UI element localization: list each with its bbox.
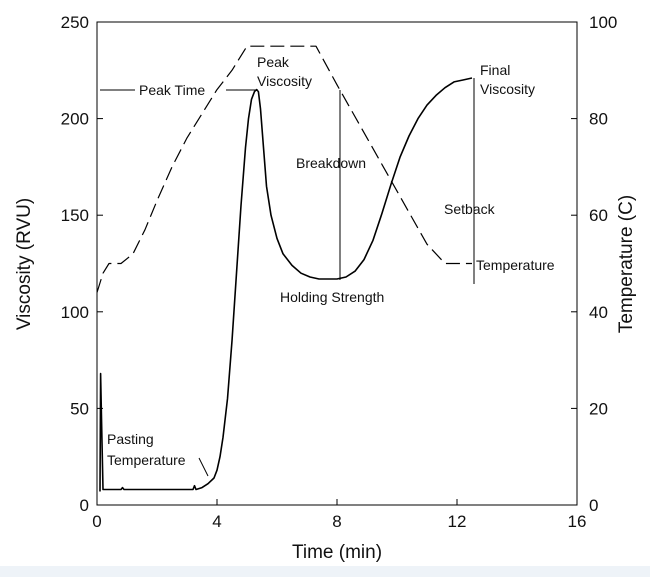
y-tick-label: 200 [61, 110, 89, 129]
y2-tick-label: 20 [589, 399, 608, 418]
x-axis-title: Time (min) [292, 542, 382, 563]
pasting-temperature-label-line1: Pasting [107, 431, 154, 447]
y2-axis-title: Temperature (C) [616, 195, 637, 333]
y-tick-label: 150 [61, 206, 89, 225]
setback-label: Setback [444, 201, 496, 217]
y2-tick-label: 40 [589, 303, 608, 322]
series-layer [96, 45, 473, 492]
y2-tick-label: 100 [589, 13, 617, 32]
y-tick-label: 250 [61, 13, 89, 32]
y-tick-label: 50 [70, 399, 89, 418]
x-tick-label: 8 [332, 512, 341, 531]
figure-bottom-band [0, 566, 650, 572]
y-tick-label: 100 [61, 303, 89, 322]
x-tick-label: 0 [92, 512, 101, 531]
final-viscosity-label-line1: Final [480, 62, 510, 78]
y2-tick-label: 80 [589, 110, 608, 129]
pasting-temperature-label-line2: Temperature [107, 452, 186, 468]
holding-strength-label: Holding Strength [280, 289, 384, 305]
final-viscosity-label-line2: Viscosity [480, 81, 535, 97]
plot-frame [96, 21, 578, 506]
x-tick-label: 12 [448, 512, 467, 531]
temperature-series-line [96, 45, 472, 293]
breakdown-label: Breakdown [296, 155, 366, 171]
pasting-temperature-leader [198, 457, 209, 477]
y2-tick-label: 0 [589, 496, 598, 515]
peak-viscosity-label-line1: Peak [257, 54, 290, 70]
y2-tick-label: 60 [589, 206, 608, 225]
peak-viscosity-label-line2: Viscosity [257, 73, 312, 89]
y-axis-title: Viscosity (RVU) [14, 198, 35, 330]
annotation-layer: Peak Time Peak Viscosity Breakdown Holdi… [100, 54, 555, 477]
viscosity-series-line [99, 77, 473, 492]
x-tick-label: 16 [568, 512, 587, 531]
x-tick-label: 4 [212, 512, 221, 531]
temperature-curve-label: Temperature [476, 257, 555, 273]
peak-time-label: Peak Time [139, 82, 205, 98]
y-tick-label: 0 [80, 496, 89, 515]
